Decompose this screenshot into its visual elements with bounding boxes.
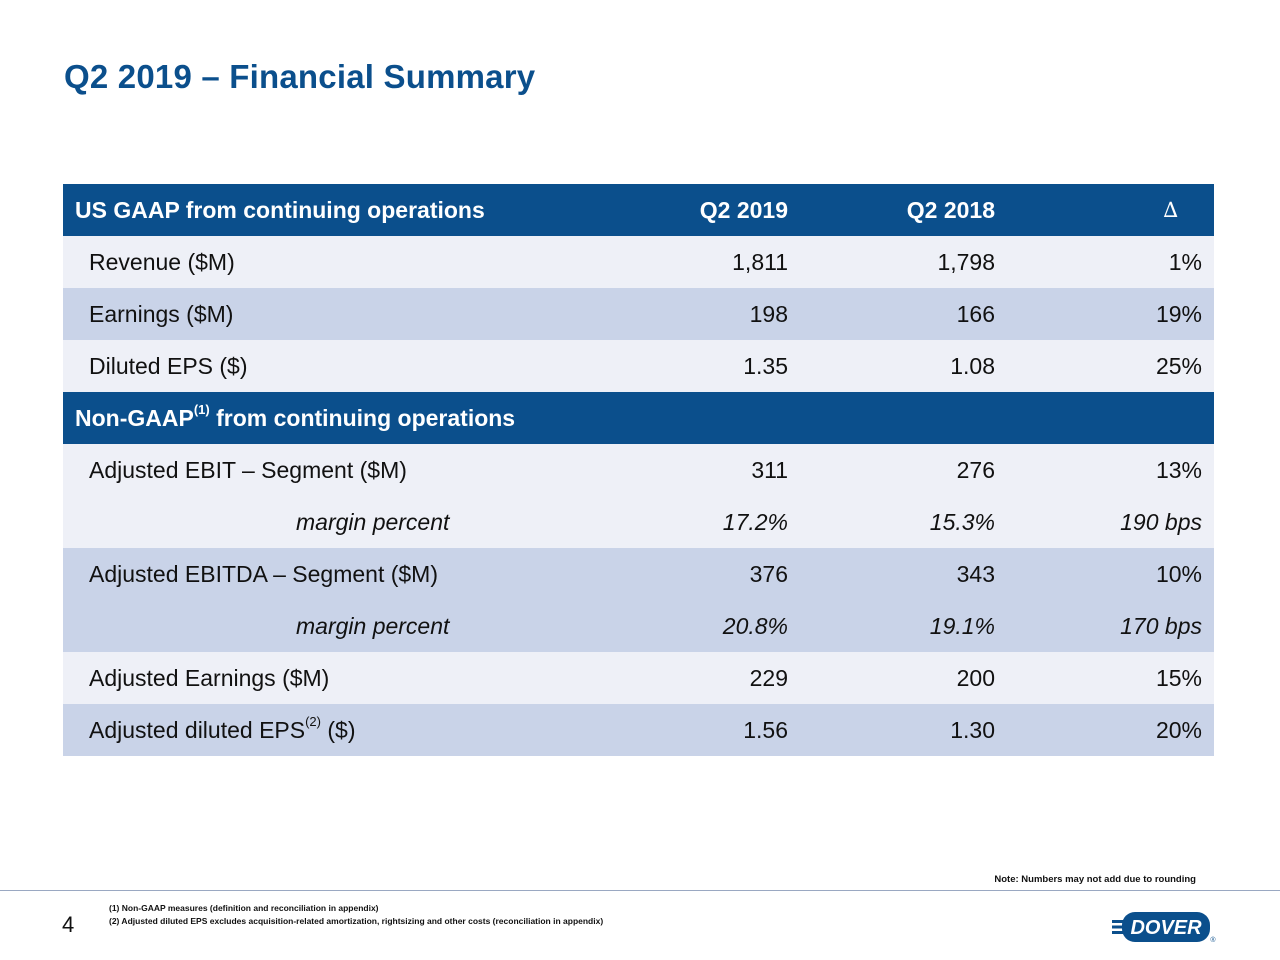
non-gaap-section-title: Non-GAAP(1) from continuing operations (75, 392, 515, 444)
row-label: Adjusted EBIT – Segment ($M) (89, 457, 407, 483)
column-header-delta: ∆ (1163, 198, 1178, 222)
value-q2-2019: 311 (751, 457, 788, 483)
non-gaap-label: Non-GAAP (75, 405, 194, 431)
page-number: 4 (62, 912, 75, 937)
slide-title: Q2 2019 – Financial Summary (64, 58, 536, 95)
dover-logo: DOVER ® (1112, 910, 1216, 944)
table-row-adjusted-ebitda: Adjusted EBITDA – Segment ($M) 376 343 1… (63, 548, 1214, 600)
non-gaap-header-row: Non-GAAP(1) from continuing operations (63, 392, 1214, 444)
row-label: Adjusted Earnings ($M) (89, 665, 330, 691)
table-row-diluted-eps: Diluted EPS ($) 1.35 1.08 25% (63, 340, 1214, 392)
value-q2-2019: 376 (749, 561, 788, 587)
footnote-2: (2) Adjusted diluted EPS excludes acquis… (109, 916, 604, 926)
logo-text: DOVER (1130, 917, 1202, 939)
value-q2-2019: 1.56 (743, 717, 788, 743)
value-delta: 170 bps (1120, 613, 1202, 639)
row-label: Earnings ($M) (89, 301, 234, 327)
value-delta: 20% (1155, 717, 1202, 743)
table-row-ebit-margin: margin percent 17.2% 15.3% 190 bps (63, 496, 1214, 548)
value-q2-2019: 198 (749, 301, 788, 327)
value-delta: 15% (1155, 665, 1202, 691)
financial-summary-table: US GAAP from continuing operations Q2 20… (63, 184, 1214, 756)
footnotes: (1) Non-GAAP measures (definition and re… (109, 902, 603, 928)
table-row-earnings: Earnings ($M) 198 166 19% (63, 288, 1214, 340)
value-q2-2018: 200 (956, 665, 995, 691)
table-row-ebitda-margin: margin percent 20.8% 19.1% 170 bps (63, 600, 1214, 652)
row-label: Diluted EPS ($) (89, 353, 248, 379)
value-delta: 190 bps (1120, 509, 1202, 535)
non-gaap-label-rest: from continuing operations (209, 405, 516, 431)
value-q2-2018: 15.3% (929, 509, 995, 535)
table-row-adjusted-ebit: Adjusted EBIT – Segment ($M) 311 276 13% (63, 444, 1214, 496)
row-label-unit: ($) (320, 717, 356, 743)
table-row-adjusted-earnings: Adjusted Earnings ($M) 229 200 15% (63, 652, 1214, 704)
value-delta: 13% (1155, 457, 1202, 483)
dover-logo-mark: DOVER ® (1112, 912, 1216, 944)
table-row-adjusted-diluted-eps: Adjusted diluted EPS(2) ($) 1.56 1.30 20… (63, 704, 1214, 756)
row-label: Revenue ($M) (89, 249, 235, 275)
value-q2-2019: 20.8% (722, 613, 788, 639)
registered-mark: ® (1210, 936, 1216, 944)
value-q2-2019: 1,811 (732, 249, 788, 275)
row-label: margin percent (296, 613, 450, 639)
footnote-ref-2: (2) (305, 714, 321, 730)
footer-divider (0, 890, 1280, 891)
value-q2-2018: 343 (956, 561, 995, 587)
value-q2-2018: 1.30 (950, 717, 995, 743)
rounding-note: Note: Numbers may not add due to roundin… (994, 874, 1196, 885)
value-q2-2018: 19.1% (929, 613, 995, 639)
value-q2-2018: 276 (956, 457, 995, 483)
column-header-q2-2019: Q2 2019 (699, 197, 788, 223)
row-label: Adjusted diluted EPS(2) ($) (89, 704, 355, 756)
value-q2-2018: 1,798 (937, 249, 995, 275)
column-header-q2-2018: Q2 2018 (906, 197, 995, 223)
gaap-header-row: US GAAP from continuing operations Q2 20… (63, 184, 1214, 236)
gaap-section-title: US GAAP from continuing operations (75, 197, 485, 223)
value-q2-2019: 17.2% (722, 509, 788, 535)
row-label: margin percent (296, 509, 450, 535)
footnote-1: (1) Non-GAAP measures (definition and re… (109, 903, 379, 913)
row-label: Adjusted EBITDA – Segment ($M) (89, 561, 438, 587)
row-label-text: Adjusted diluted EPS (89, 717, 306, 743)
value-delta: 25% (1155, 353, 1202, 379)
table-row-revenue: Revenue ($M) 1,811 1,798 1% (63, 236, 1214, 288)
value-q2-2019: 1.35 (743, 353, 788, 379)
value-q2-2018: 166 (956, 301, 995, 327)
footnote-ref-1: (1) (193, 402, 210, 418)
value-q2-2018: 1.08 (950, 353, 995, 379)
value-delta: 10% (1155, 561, 1202, 587)
value-delta: 19% (1155, 301, 1202, 327)
value-q2-2019: 229 (749, 665, 788, 691)
value-delta: 1% (1168, 249, 1202, 275)
